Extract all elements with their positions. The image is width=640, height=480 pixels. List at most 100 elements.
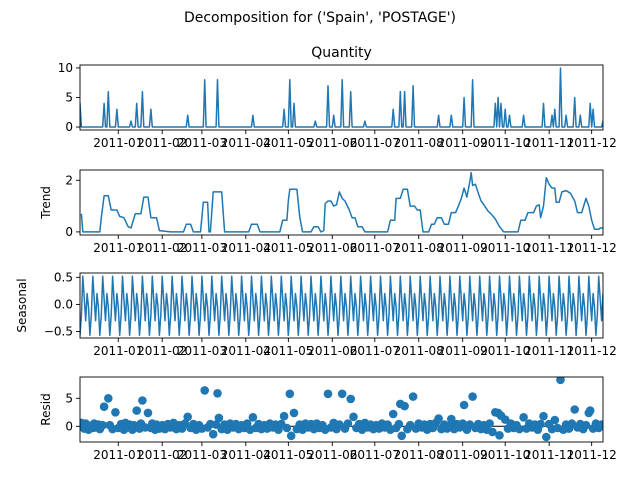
panel-title: Quantity: [311, 45, 372, 61]
plot-area: [80, 275, 603, 337]
x-tick-label: 2011-03: [177, 241, 227, 255]
x-tick-label: 2011-05: [263, 448, 313, 462]
y-tick-label: 2: [65, 173, 73, 187]
resid-point: [98, 420, 107, 430]
resid-point: [434, 414, 443, 423]
x-tick-label: 2011-10: [480, 136, 530, 150]
x-tick-label: 2011-01: [93, 241, 143, 255]
resid-point: [581, 420, 591, 430]
seasonal-series-line: [80, 275, 603, 337]
x-tick-label: 2011-11: [524, 136, 574, 150]
resid-point: [388, 409, 398, 419]
resid-point: [400, 401, 409, 411]
resid-point: [459, 400, 469, 410]
resid-point: [213, 389, 222, 398]
x-tick-label: 2011-10: [480, 448, 530, 462]
resid-point: [346, 394, 356, 404]
y-tick-label: 10: [58, 61, 73, 75]
resid-point: [282, 423, 292, 433]
x-tick-label: 2011-02: [137, 448, 187, 462]
x-tick-label: 2011-07: [350, 241, 400, 255]
x-tick-label: 2011-12: [567, 241, 617, 255]
resid-point: [468, 392, 477, 401]
y-tick-label: 5: [65, 91, 73, 105]
x-tick-label: 2011-12: [567, 448, 617, 462]
resid-point: [515, 424, 524, 434]
x-tick-label: 2011-08: [394, 241, 444, 255]
x-tick-label: 2011-06: [307, 136, 357, 150]
x-tick-label: 2011-08: [394, 448, 444, 462]
y-axis-label: Seasonal: [15, 278, 29, 332]
resid-point: [138, 396, 147, 405]
x-tick-label: 2011-08: [394, 136, 444, 150]
x-tick-label: 2011-02: [137, 136, 187, 150]
y-tick-label: 0: [65, 120, 73, 134]
panel-resid: 052011-012011-022011-032011-042011-05201…: [39, 376, 617, 462]
quantity-series-line: [80, 67, 603, 128]
x-tick-label: 2011-12: [567, 344, 617, 358]
x-tick-label: 2011-02: [137, 344, 187, 358]
x-tick-label: 2011-05: [263, 344, 313, 358]
x-tick-label: 2011-03: [177, 136, 227, 150]
resid-point: [542, 432, 551, 442]
x-tick-label: 2011-07: [350, 344, 400, 358]
resid-point: [289, 408, 299, 418]
x-tick-label: 2011-04: [221, 136, 271, 150]
resid-point: [597, 420, 603, 429]
axes-frame: [79, 376, 604, 443]
panels: 05102011-012011-022011-032011-042011-052…: [15, 45, 617, 462]
resid-point: [248, 413, 258, 422]
x-tick-label: 2011-01: [93, 448, 143, 462]
x-tick-label: 2011-04: [221, 448, 271, 462]
resid-point: [323, 389, 333, 399]
y-tick-label: −0.5: [44, 325, 73, 339]
y-tick-label: 0: [65, 225, 73, 239]
x-tick-label: 2011-07: [350, 448, 400, 462]
x-tick-label: 2011-04: [221, 241, 271, 255]
resid-point: [585, 406, 595, 415]
resid-point: [570, 405, 579, 414]
x-tick-label: 2011-07: [350, 136, 400, 150]
x-tick-label: 2011-10: [480, 241, 530, 255]
x-tick-label: 2011-09: [438, 136, 488, 150]
y-tick-label: 0.5: [54, 270, 73, 284]
x-tick-label: 2011-08: [394, 344, 444, 358]
x-tick-label: 2011-03: [177, 448, 227, 462]
resid-point: [539, 411, 548, 421]
axes-frame: [79, 272, 604, 339]
x-tick-label: 2011-10: [480, 344, 530, 358]
resid-point: [183, 412, 192, 422]
resid-point: [285, 389, 295, 399]
trend-series-line: [80, 171, 603, 233]
x-tick-label: 2011-06: [307, 241, 357, 255]
plot-area: [80, 67, 603, 128]
resid-point: [286, 431, 296, 441]
x-tick-label: 2011-05: [263, 136, 313, 150]
resid-point: [488, 427, 497, 437]
x-tick-label: 2011-09: [438, 344, 488, 358]
resid-point: [214, 413, 224, 423]
resid-point: [536, 419, 545, 429]
y-tick-label: 0: [65, 419, 73, 433]
resid-point: [99, 402, 109, 412]
x-tick-label: 2011-06: [307, 344, 357, 358]
x-tick-label: 2011-01: [93, 136, 143, 150]
x-tick-label: 2011-11: [524, 448, 574, 462]
resid-point: [550, 415, 560, 425]
x-tick-label: 2011-04: [221, 344, 271, 358]
x-tick-label: 2011-03: [177, 344, 227, 358]
plot-area: [80, 171, 603, 233]
resid-point: [111, 408, 120, 417]
resid-point: [556, 377, 565, 385]
y-tick-label: 5: [65, 391, 73, 405]
resid-point: [408, 392, 418, 401]
resid-point: [394, 419, 404, 429]
x-tick-label: 2011-09: [438, 448, 488, 462]
panel-seasonal: −0.50.00.52011-012011-022011-032011-0420…: [15, 270, 617, 358]
resid-point: [104, 394, 113, 403]
panel-trend: 022011-012011-022011-032011-042011-05201…: [39, 169, 617, 255]
x-tick-label: 2011-06: [307, 448, 357, 462]
resid-point: [208, 429, 218, 439]
x-tick-label: 2011-09: [438, 241, 488, 255]
resid-point: [495, 431, 504, 440]
